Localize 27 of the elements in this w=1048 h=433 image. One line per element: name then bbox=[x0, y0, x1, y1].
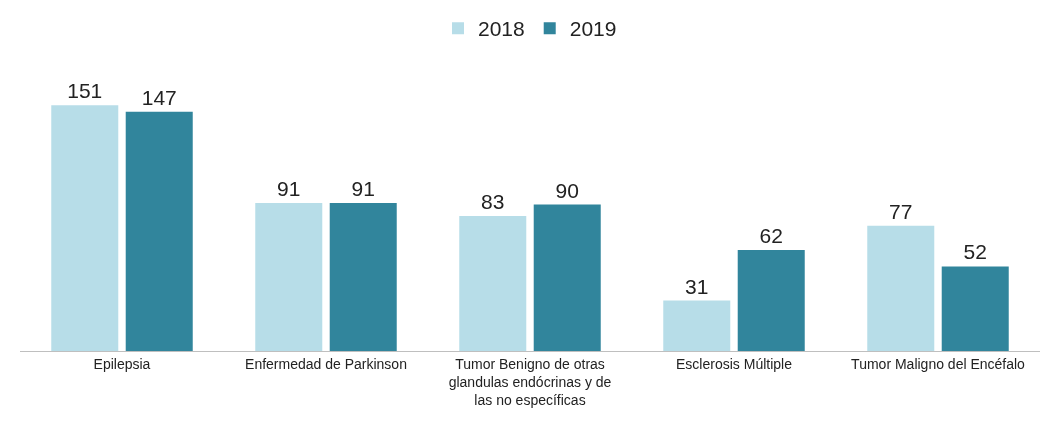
data-label: 91 bbox=[351, 176, 375, 200]
bar bbox=[125, 111, 193, 351]
bar bbox=[663, 300, 731, 351]
x-tick-label: Tumor Benigno de otras glandulas endócrinas y de las no específicas bbox=[448, 355, 612, 409]
data-label: 62 bbox=[759, 224, 783, 248]
bar bbox=[867, 225, 935, 351]
data-label: 52 bbox=[963, 240, 987, 264]
data-label: 91 bbox=[277, 176, 301, 200]
data-label: 77 bbox=[889, 199, 913, 223]
bar bbox=[459, 215, 527, 351]
data-label: 83 bbox=[481, 189, 505, 213]
x-tick-label: Epilepsia bbox=[93, 355, 151, 372]
data-label: 90 bbox=[555, 178, 579, 202]
bar bbox=[533, 204, 601, 351]
bar bbox=[255, 202, 323, 351]
data-label: 151 bbox=[67, 79, 103, 103]
bar bbox=[737, 250, 805, 351]
data-label: 31 bbox=[685, 274, 709, 298]
bar bbox=[329, 202, 397, 351]
x-tick-label: Esclerosis Múltiple bbox=[676, 355, 793, 372]
legend-label: 2018 bbox=[478, 17, 525, 41]
legend-label: 2019 bbox=[569, 17, 617, 41]
bar bbox=[51, 105, 119, 351]
x-tick-label: Enfermedad de Parkinson bbox=[245, 355, 407, 372]
data-label: 147 bbox=[141, 85, 177, 109]
bar bbox=[941, 266, 1009, 351]
x-tick-label: Tumor Maligno del Encéfalo bbox=[851, 355, 1026, 372]
